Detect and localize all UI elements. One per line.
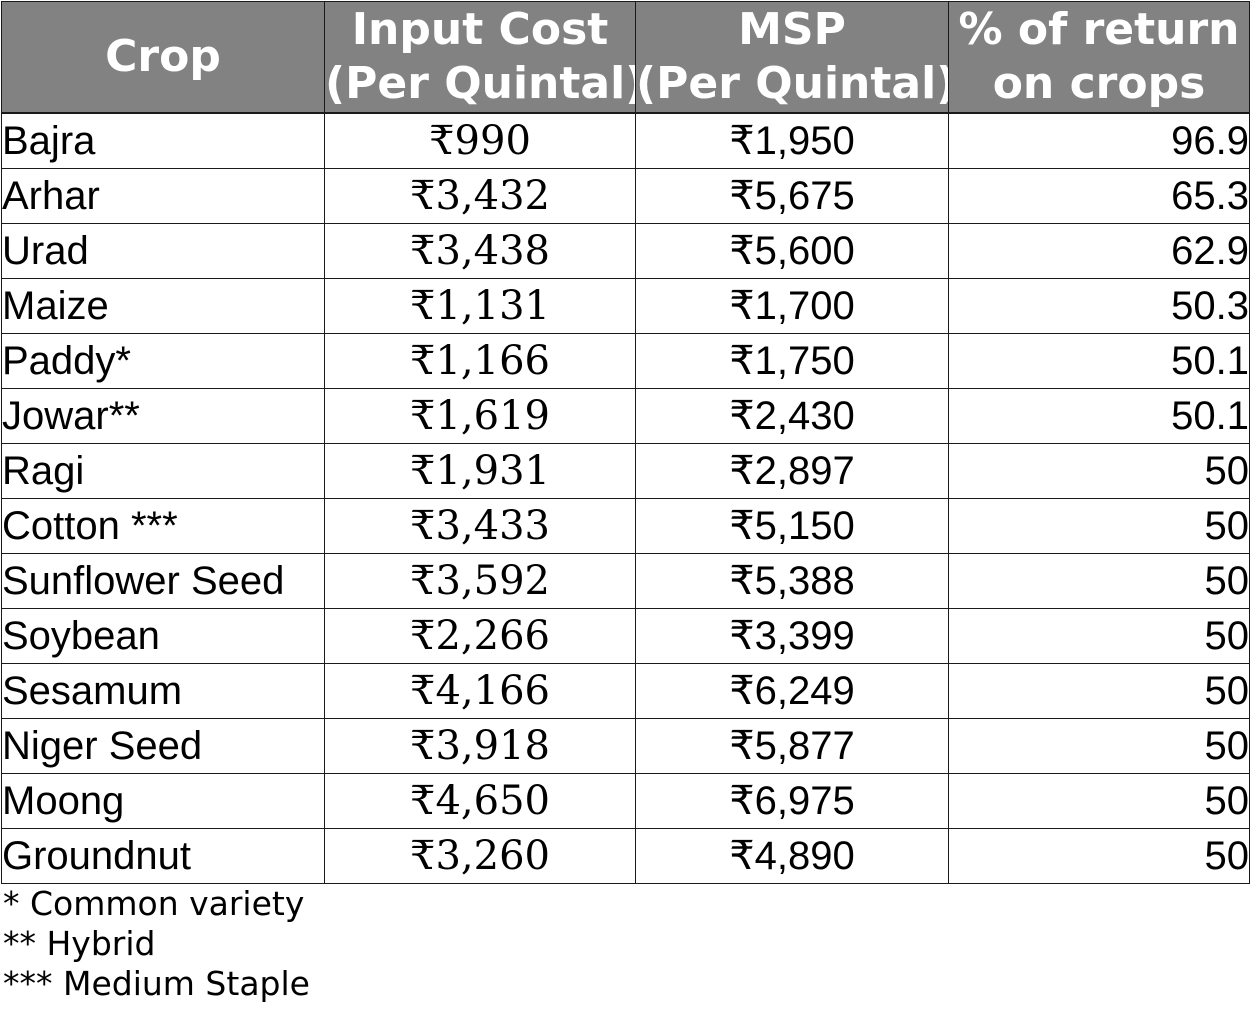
footnote: ** Hybrid <box>3 924 156 963</box>
table-row: Maize ₹1,131 ₹1,700 50.3 <box>1 278 1250 334</box>
input-cost-cell: ₹3,918 <box>324 718 636 774</box>
return-percent-cell: 50.1 <box>948 333 1250 389</box>
return-percent-cell: 50 <box>948 773 1250 829</box>
crop-name-cell: Sunflower Seed <box>1 553 325 609</box>
msp-cell: ₹6,975 <box>635 773 949 829</box>
return-percent-cell: 96.9 <box>948 112 1250 169</box>
return-percent-cell: 50 <box>948 553 1250 609</box>
msp-cell: ₹5,600 <box>635 223 949 279</box>
header-input-cost-line-2: (Per Quintal) <box>325 58 636 109</box>
input-cost-cell: ₹1,931 <box>324 443 636 499</box>
header-return-line-2: on crops <box>992 58 1206 109</box>
table-row: Soybean ₹2,266 ₹3,399 50 <box>1 608 1250 664</box>
table-row: Jowar** ₹1,619 ₹2,430 50.1 <box>1 388 1250 444</box>
crop-name-cell: Maize <box>1 278 325 334</box>
input-cost-cell: ₹3,432 <box>324 168 636 224</box>
crop-name-cell: Cotton *** <box>1 498 325 554</box>
table-row: Niger Seed ₹3,918 ₹5,877 50 <box>1 718 1250 774</box>
header-crop: Crop <box>1 1 325 114</box>
crop-name-cell: Bajra <box>1 112 325 169</box>
return-percent-cell: 50 <box>948 608 1250 664</box>
msp-cell: ₹5,388 <box>635 553 949 609</box>
header-msp-line-2: (Per Quintal) <box>636 58 949 109</box>
msp-cell: ₹5,675 <box>635 168 949 224</box>
header-input-cost: Input Cost (Per Quintal) <box>324 1 636 114</box>
input-cost-cell: ₹3,433 <box>324 498 636 554</box>
crop-name-cell: Jowar** <box>1 388 325 444</box>
crop-name-cell: Arhar <box>1 168 325 224</box>
crop-name-cell: Moong <box>1 773 325 829</box>
header-input-cost-line-1: Input Cost <box>351 4 609 55</box>
return-percent-cell: 50 <box>948 718 1250 774</box>
table-header: Crop Input Cost (Per Quintal) MSP (Per Q… <box>1 1 1250 114</box>
crop-name-cell: Niger Seed <box>1 718 325 774</box>
input-cost-cell: ₹2,266 <box>324 608 636 664</box>
msp-cell: ₹5,877 <box>635 718 949 774</box>
msp-cell: ₹1,750 <box>635 333 949 389</box>
crop-name-cell: Soybean <box>1 608 325 664</box>
header-msp: MSP (Per Quintal) <box>635 1 949 114</box>
msp-cell: ₹3,399 <box>635 608 949 664</box>
msp-cell: ₹5,150 <box>635 498 949 554</box>
input-cost-cell: ₹1,619 <box>324 388 636 444</box>
header-msp-line-1: MSP <box>738 4 846 55</box>
crop-name-cell: Ragi <box>1 443 325 499</box>
table-row: Arhar ₹3,432 ₹5,675 65.3 <box>1 168 1250 224</box>
table-row: Cotton *** ₹3,433 ₹5,150 50 <box>1 498 1250 554</box>
return-percent-cell: 50 <box>948 498 1250 554</box>
header-return: % of return on crops <box>948 1 1250 114</box>
return-percent-cell: 62.9 <box>948 223 1250 279</box>
return-percent-cell: 65.3 <box>948 168 1250 224</box>
footnote: *** Medium Staple <box>3 964 310 1003</box>
input-cost-cell: ₹4,166 <box>324 663 636 719</box>
return-percent-cell: 50 <box>948 443 1250 499</box>
input-cost-cell: ₹1,166 <box>324 333 636 389</box>
table-row: Ragi ₹1,931 ₹2,897 50 <box>1 443 1250 499</box>
table-body: Bajra ₹990 ₹1,950 96.9 Arhar ₹3,432 ₹5,675 65.3… <box>1 112 1250 884</box>
input-cost-cell: ₹1,131 <box>324 278 636 334</box>
crop-name-cell: Urad <box>1 223 325 279</box>
return-percent-cell: 50.3 <box>948 278 1250 334</box>
table-row: Moong ₹4,650 ₹6,975 50 <box>1 773 1250 829</box>
header-row: Crop Input Cost (Per Quintal) MSP (Per Q… <box>1 1 1250 114</box>
table-row: Sunflower Seed ₹3,592 ₹5,388 50 <box>1 553 1250 609</box>
input-cost-cell: ₹990 <box>324 112 636 169</box>
input-cost-cell: ₹4,650 <box>324 773 636 829</box>
return-percent-cell: 50.1 <box>948 388 1250 444</box>
footnote: * Common variety <box>3 884 305 923</box>
crop-name-cell: Sesamum <box>1 663 325 719</box>
crop-msp-table: Crop Input Cost (Per Quintal) MSP (Per Q… <box>1 1 1250 884</box>
input-cost-cell: ₹3,438 <box>324 223 636 279</box>
msp-cell: ₹4,890 <box>635 828 949 884</box>
return-percent-cell: 50 <box>948 663 1250 719</box>
input-cost-cell: ₹3,260 <box>324 828 636 884</box>
table-row: Paddy* ₹1,166 ₹1,750 50.1 <box>1 333 1250 389</box>
table-row: Sesamum ₹4,166 ₹6,249 50 <box>1 663 1250 719</box>
msp-cell: ₹6,249 <box>635 663 949 719</box>
crop-name-cell: Groundnut <box>1 828 325 884</box>
table-row: Bajra ₹990 ₹1,950 96.9 <box>1 112 1250 169</box>
crop-name-cell: Paddy* <box>1 333 325 389</box>
header-crop-line-1: Crop <box>105 31 221 82</box>
table-row: Urad ₹3,438 ₹5,600 62.9 <box>1 223 1250 279</box>
table-row: Groundnut ₹3,260 ₹4,890 50 <box>1 828 1250 884</box>
msp-cell: ₹2,897 <box>635 443 949 499</box>
header-return-line-1: % of return <box>958 4 1240 55</box>
input-cost-cell: ₹3,592 <box>324 553 636 609</box>
msp-cell: ₹2,430 <box>635 388 949 444</box>
msp-cell: ₹1,950 <box>635 112 949 169</box>
msp-cell: ₹1,700 <box>635 278 949 334</box>
return-percent-cell: 50 <box>948 828 1250 884</box>
footnotes: * Common variety ** Hybrid *** Medium Stap… <box>3 884 310 1004</box>
